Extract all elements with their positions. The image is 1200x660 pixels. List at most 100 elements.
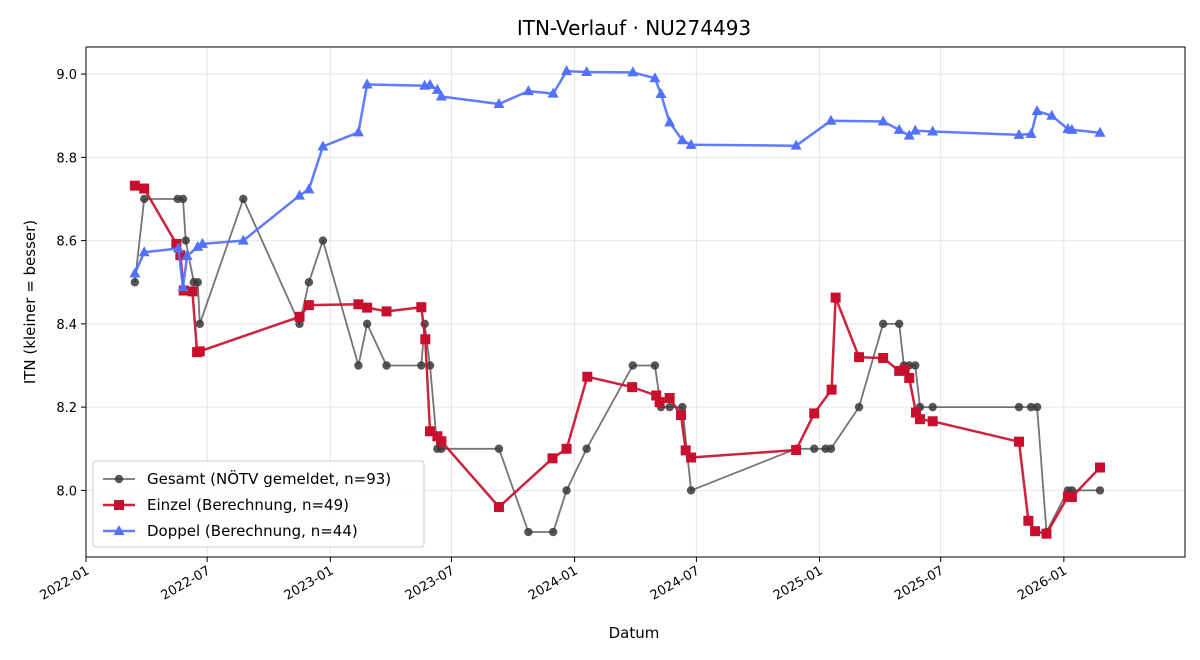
data-point — [651, 390, 662, 401]
data-point — [678, 402, 687, 412]
data-point — [140, 194, 149, 204]
data-point — [1023, 515, 1034, 526]
data-point — [317, 140, 329, 151]
data-point — [381, 306, 392, 317]
data-point — [582, 444, 591, 453]
data-point — [914, 414, 925, 425]
y-axis: 8.0 8.2 8.4 8.6 8.8 9.0 — [56, 68, 86, 499]
data-point — [425, 426, 436, 437]
data-point — [685, 138, 697, 149]
data-point — [172, 242, 184, 253]
data-point — [895, 319, 904, 329]
data-point — [825, 114, 837, 125]
y-tick-label: 8.0 — [56, 484, 77, 499]
data-point — [628, 361, 638, 370]
data-point — [582, 371, 593, 382]
data-point — [524, 527, 533, 537]
y-tick-label: 9.0 — [56, 68, 77, 83]
data-point — [899, 364, 910, 375]
data-point — [424, 78, 436, 89]
data-point — [435, 90, 447, 101]
data-point — [493, 98, 505, 109]
data-point — [686, 452, 697, 463]
data-point — [676, 410, 687, 421]
data-point — [1030, 526, 1041, 537]
data-point — [138, 246, 150, 257]
data-point — [547, 453, 558, 464]
data-point — [655, 88, 667, 99]
data-point — [193, 278, 202, 287]
series-2 — [129, 180, 1105, 539]
data-point — [547, 87, 559, 98]
series-line — [133, 69, 1101, 289]
data-point — [1066, 123, 1078, 134]
data-point — [830, 292, 841, 303]
data-point — [903, 129, 915, 140]
legend: Gesamt (NÖTV gemeldet, n=93) Einzel (Bere… — [92, 460, 425, 548]
data-point — [303, 300, 314, 311]
data-point — [790, 139, 802, 150]
legend-label: Gesamt (NÖTV gemeldet, n=93) — [147, 469, 391, 488]
data-point — [904, 372, 915, 383]
data-point — [304, 278, 314, 287]
series-3 — [129, 65, 1106, 292]
data-point — [548, 527, 558, 537]
legend-swatch-marker — [114, 500, 124, 510]
y-tick-label: 8.6 — [56, 235, 77, 250]
data-point — [194, 346, 205, 357]
data-point — [909, 124, 921, 135]
data-point — [877, 115, 889, 126]
data-point — [1014, 402, 1024, 412]
data-point — [354, 361, 363, 370]
legend-swatch-marker — [114, 474, 124, 484]
data-point — [680, 445, 691, 456]
data-point — [494, 444, 504, 453]
data-point — [627, 382, 638, 393]
data-point — [927, 416, 938, 427]
series-line — [134, 198, 1100, 533]
data-point — [664, 116, 676, 127]
legend-item: Doppel (Berechnung, n=44) — [103, 522, 358, 540]
x-axis-label: Datum — [609, 624, 660, 642]
grid-lines — [85, 47, 1185, 557]
data-point — [1025, 128, 1037, 139]
data-point — [581, 65, 593, 76]
data-point — [294, 311, 305, 322]
data-point — [676, 134, 688, 145]
legend-label: Doppel (Berechnung, n=44) — [147, 522, 358, 540]
legend-swatch-marker — [113, 525, 125, 535]
data-point — [416, 302, 427, 313]
series-1 — [130, 194, 1105, 537]
data-point — [420, 334, 431, 345]
data-point — [928, 402, 937, 412]
data-point — [352, 126, 364, 137]
plot-frame — [85, 46, 1186, 558]
data-point — [178, 194, 188, 204]
data-point — [437, 444, 446, 453]
y-tick-label: 8.4 — [56, 318, 77, 333]
data-point — [562, 486, 571, 495]
data-point — [171, 238, 182, 249]
data-point — [627, 66, 639, 77]
chart-title: ITN-Verlauf · NU274493 — [517, 16, 751, 40]
data-point — [192, 240, 204, 251]
legend-box — [92, 460, 425, 548]
data-point — [791, 445, 802, 456]
legend-label: Einzel (Berechnung, n=49) — [147, 496, 349, 514]
y-tick-label: 8.2 — [56, 401, 77, 416]
data-point — [1013, 128, 1025, 139]
data-point — [1046, 109, 1058, 120]
data-point — [196, 237, 208, 248]
data-point — [353, 299, 364, 310]
data-point — [561, 65, 573, 76]
data-point — [650, 361, 660, 370]
data-point — [854, 352, 865, 363]
data-point — [130, 278, 140, 287]
data-point — [237, 234, 249, 245]
data-point — [826, 384, 837, 395]
data-point — [294, 189, 306, 200]
series-layer — [129, 65, 1106, 539]
data-point — [436, 436, 447, 447]
